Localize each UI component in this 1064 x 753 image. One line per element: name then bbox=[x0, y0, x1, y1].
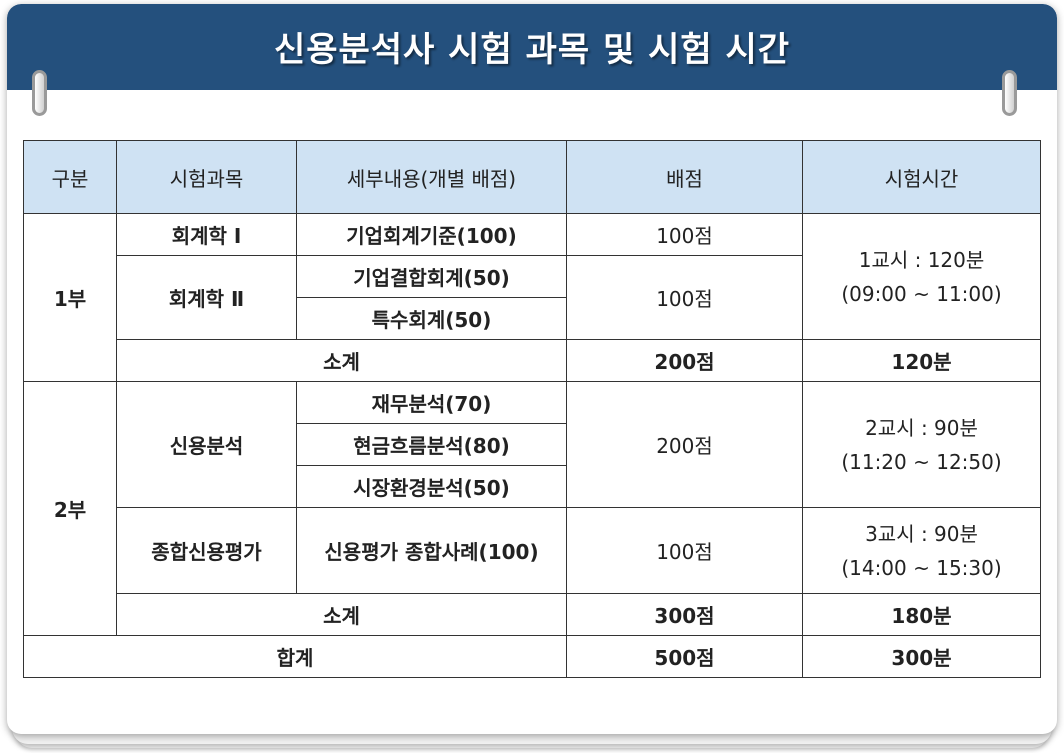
detail-accounting-standards: 기업회계기준(100) bbox=[296, 213, 567, 256]
time-period-3-range: (14:00 ~ 15:30) bbox=[841, 555, 1002, 580]
subject-accounting-2: 회계학 Ⅱ bbox=[116, 255, 297, 340]
time-period-1-range: (09:00 ~ 11:00) bbox=[841, 281, 1002, 306]
table-row: 회계학 Ⅱ 기업결합회계(50) 100점 bbox=[24, 255, 1041, 340]
page-title: 신용분석사 시험 과목 및 시험 시간 bbox=[273, 30, 791, 70]
table-row: 2부 신용분석 재무분석(70) 200점 2교시 : 90분 (11:20 ~… bbox=[23, 381, 1041, 636]
time-period-1: 1교시 : 120분 (09:00 ~ 11:00) bbox=[802, 213, 1041, 340]
subtotal-label-part2: 소계 bbox=[116, 593, 567, 636]
time-period-2-duration: 2교시 : 90분 bbox=[865, 415, 978, 440]
exam-schedule-table: 구분 시험과목 세부내용(개별 배점) 배점 시험시간 1부 회계학 Ⅰ 기업회… bbox=[23, 140, 1041, 678]
detail-special-accounting: 특수회계(50) bbox=[296, 297, 567, 340]
subtotal-row-part1: 소계 200점 120분 bbox=[24, 339, 1041, 382]
subject-accounting-1: 회계학 Ⅰ bbox=[116, 213, 297, 256]
part1-label: 1부 bbox=[23, 213, 117, 382]
detail-financial-analysis: 재무분석(70) bbox=[296, 381, 567, 424]
header-detail: 세부내용(개별 배점) bbox=[296, 140, 567, 214]
table-row: 시장환경분석(50) bbox=[24, 465, 1041, 508]
header-division: 구분 bbox=[23, 140, 117, 214]
detail-credit-case-study: 신용평가 종합사례(100) bbox=[296, 507, 567, 594]
part2-label: 2부 bbox=[23, 381, 117, 636]
time-period-3: 3교시 : 90분 (14:00 ~ 15:30) bbox=[802, 507, 1041, 594]
binder-ring-right bbox=[1002, 70, 1017, 116]
total-label: 합계 bbox=[23, 635, 567, 678]
table-header-row: 구분 시험과목 세부내용(개별 배점) 배점 시험시간 bbox=[23, 140, 1041, 214]
detail-market-analysis: 시장환경분석(50) bbox=[296, 465, 567, 508]
header-time: 시험시간 bbox=[802, 140, 1041, 214]
subtotal-score-part2: 300점 bbox=[566, 593, 803, 636]
total-row: 합계 500점 300분 bbox=[23, 635, 1041, 678]
subject-comprehensive-credit: 종합신용평가 bbox=[116, 507, 297, 594]
detail-cash-flow-analysis: 현금흐름분석(80) bbox=[296, 423, 567, 466]
header-score: 배점 bbox=[566, 140, 803, 214]
subtotal-time-part1: 120분 bbox=[802, 339, 1041, 382]
subject-credit-analysis: 신용분석 bbox=[116, 381, 297, 508]
score-credit-analysis: 200점 bbox=[566, 381, 803, 508]
calendar-card: 신용분석사 시험 과목 및 시험 시간 구분 시험과목 세부내용(개별 배점) … bbox=[7, 4, 1057, 734]
score-comprehensive-credit: 100점 bbox=[566, 507, 803, 594]
table-row: 현금흐름분석(80) bbox=[24, 423, 1041, 466]
time-period-2: 2교시 : 90분 (11:20 ~ 12:50) bbox=[802, 381, 1041, 508]
time-period-2-range: (11:20 ~ 12:50) bbox=[841, 449, 1002, 474]
binder-ring-left bbox=[32, 70, 47, 116]
total-time: 300분 bbox=[802, 635, 1041, 678]
score-accounting-2: 100점 bbox=[566, 255, 803, 340]
total-score: 500점 bbox=[566, 635, 803, 678]
subtotal-row-part2: 소계 300점 180분 bbox=[24, 593, 1041, 636]
score-accounting-1: 100점 bbox=[566, 213, 803, 256]
subtotal-score-part1: 200점 bbox=[566, 339, 803, 382]
header-subject: 시험과목 bbox=[116, 140, 297, 214]
table-row: 1부 회계학 Ⅰ 기업회계기준(100) 100점 1교시 : 120분 (09… bbox=[23, 213, 1041, 382]
time-period-3-duration: 3교시 : 90분 bbox=[865, 521, 978, 546]
time-period-1-duration: 1교시 : 120분 bbox=[858, 247, 985, 272]
title-banner: 신용분석사 시험 과목 및 시험 시간 bbox=[7, 4, 1057, 90]
subtotal-label-part1: 소계 bbox=[116, 339, 567, 382]
detail-business-combination: 기업결합회계(50) bbox=[296, 255, 567, 298]
subtotal-time-part2: 180분 bbox=[802, 593, 1041, 636]
table-row: 종합신용평가 신용평가 종합사례(100) 100점 3교시 : 90분 (14… bbox=[24, 507, 1041, 594]
